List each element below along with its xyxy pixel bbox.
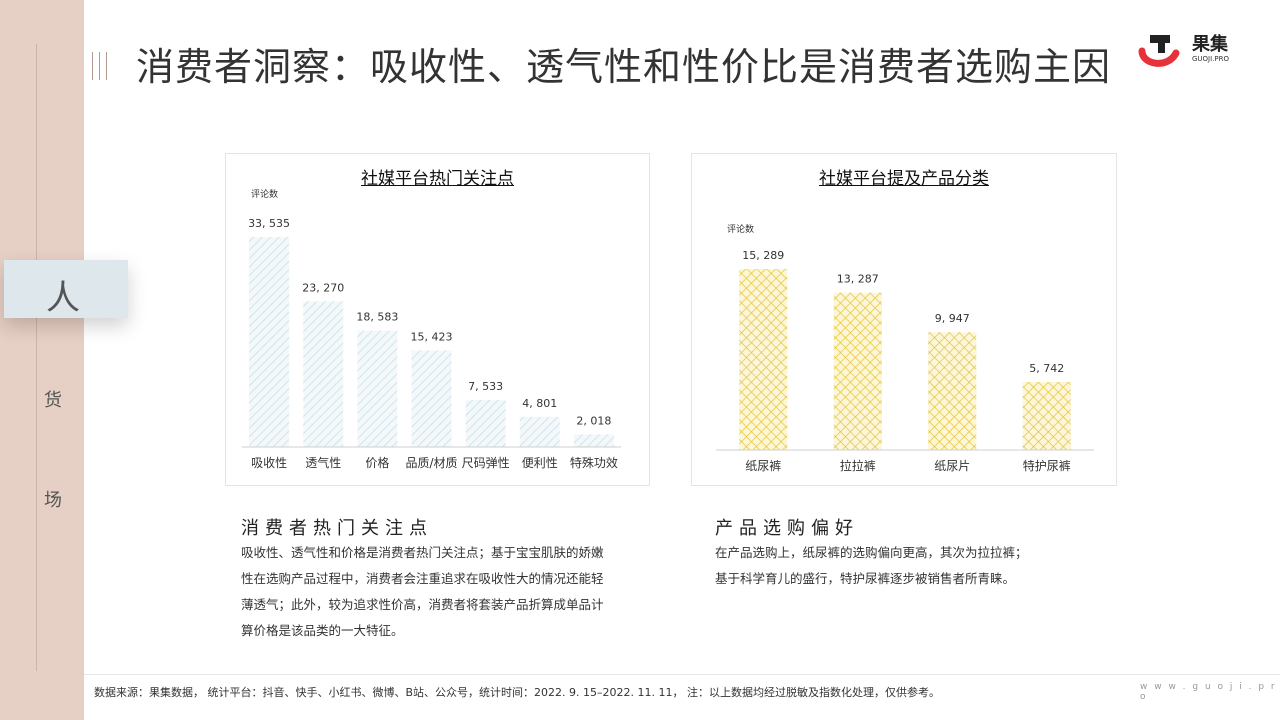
bar xyxy=(519,416,560,447)
bar-value-label: 9, 947 xyxy=(935,312,970,325)
category-label: 价格 xyxy=(365,455,389,470)
chart-title-attention: 社媒平台热门关注点 xyxy=(361,169,514,189)
rail-divider xyxy=(36,44,37,671)
section-body-attention: 吸收性、透气性和价格是消费者热门关注点；基于宝宝肌肤的娇嫩 性在选购产品过程中，… xyxy=(241,540,604,644)
bar-value-label: 4, 801 xyxy=(522,397,557,410)
bar xyxy=(303,301,344,447)
category-label: 纸尿裤 xyxy=(745,459,781,473)
section-body-line: 在产品选购上，纸尿裤的选购偏向更高，其次为拉拉裤； xyxy=(715,545,1028,560)
bar xyxy=(1022,382,1071,450)
page-title: 消费者洞察：吸收性、透气性和性价比是消费者选购主因 xyxy=(136,45,1112,89)
section-body-line: 性在选购产品过程中，消费者会注重追求在吸收性大的情况还能轻 xyxy=(241,571,604,586)
chart-unit-attention: 评论数 xyxy=(251,190,279,200)
nav-tab-people-label: 人 xyxy=(46,278,80,318)
bar-value-label: 2, 018 xyxy=(576,414,611,427)
section-heading-preference: 产品选购偏好 xyxy=(715,518,859,539)
chart-attention: 33, 535 23, 270 18, 583 15, 423 7, 533 4, 801… xyxy=(242,217,621,470)
section-body-preference: 在产品选购上，纸尿裤的选购偏向更高，其次为拉拉裤； 基于科学育儿的盛行，特护尿裤… xyxy=(715,540,1028,592)
chart-title-products: 社媒平台提及产品分类 xyxy=(819,169,989,189)
bar-value-label: 15, 423 xyxy=(411,330,453,343)
bar xyxy=(411,350,452,447)
logo-subtitle: GUOJI.PRO xyxy=(1192,55,1230,63)
bar-value-label: 15, 289 xyxy=(742,249,784,262)
bar-value-label: 5, 742 xyxy=(1029,362,1064,375)
logo-icon xyxy=(1138,35,1180,67)
category-label: 吸收性 xyxy=(251,456,287,470)
category-label: 特殊功效 xyxy=(570,455,618,470)
category-label: 特护尿裤 xyxy=(1023,458,1071,473)
section-body-line: 算价格是该品类的一大特征。 xyxy=(241,623,404,638)
footer-source: 数据来源：果集数据， 统计平台：抖音、快手、小红书、微博、B站、公众号，统计时间… xyxy=(94,686,940,699)
chart-unit-products: 评论数 xyxy=(727,225,755,235)
bar-value-label: 13, 287 xyxy=(837,273,879,286)
section-heading-attention: 消费者热门关注点 xyxy=(241,518,433,539)
bar xyxy=(928,332,977,450)
category-label: 尺码弹性 xyxy=(462,456,510,470)
bar xyxy=(573,434,614,447)
footer-site: w w w . g u o j i . p r o xyxy=(1140,682,1277,702)
category-label: 拉拉裤 xyxy=(840,458,876,473)
logo: 果集 GUOJI.PRO xyxy=(1138,30,1248,74)
bar-value-label: 18, 583 xyxy=(356,311,398,324)
nav-tab-people[interactable] xyxy=(4,260,128,318)
chart-products: 15, 289 13, 287 9, 947 5, 742 纸尿裤 拉拉裤 纸尿片 特护尿裤 xyxy=(716,249,1094,473)
bar-value-label: 33, 535 xyxy=(248,217,290,230)
nav-item-field[interactable]: 场 xyxy=(44,490,62,511)
section-body-line: 薄透气；此外，较为追求性价高，消费者将套装产品折算成单品计 xyxy=(241,597,604,612)
nav-item-goods[interactable]: 货 xyxy=(44,390,62,411)
left-rail xyxy=(0,0,84,720)
chart-card-products: 社媒平台提及产品分类 评论数 15, 289 13, 287 9, 947 5, 74… xyxy=(691,153,1117,486)
bar xyxy=(833,292,882,450)
bar xyxy=(739,269,788,450)
footer-divider xyxy=(84,674,1280,675)
title-mark xyxy=(92,52,116,80)
category-label: 便利性 xyxy=(522,456,558,470)
section-body-line: 吸收性、透气性和价格是消费者热门关注点；基于宝宝肌肤的娇嫩 xyxy=(241,545,604,560)
bar xyxy=(357,330,398,447)
category-label: 品质/材质 xyxy=(405,456,457,470)
category-label: 纸尿片 xyxy=(934,459,970,473)
chart-card-attention: 社媒平台热门关注点 评论数 33, 535 23, 270 18, 583 15, 4… xyxy=(225,153,650,486)
logo-name: 果集 xyxy=(1192,34,1228,55)
bar xyxy=(249,237,290,447)
bar-value-label: 23, 270 xyxy=(302,281,344,294)
category-label: 透气性 xyxy=(305,455,341,470)
bar xyxy=(465,399,506,447)
bar-value-label: 7, 533 xyxy=(468,380,503,393)
section-body-line: 基于科学育儿的盛行，特护尿裤逐步被销售者所青睐。 xyxy=(715,571,1016,586)
